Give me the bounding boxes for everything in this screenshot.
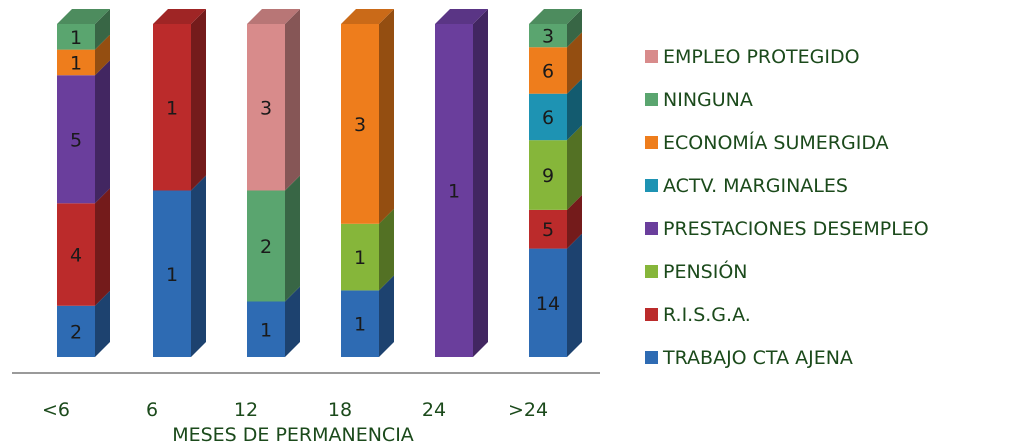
bar-segment-economia-sumergida: 6 xyxy=(529,32,582,94)
bar-segment-economia-sumergida: 3 xyxy=(341,9,394,224)
legend-item-ninguna: NINGUNA xyxy=(645,89,753,111)
data-label: 1 xyxy=(70,27,82,49)
x-tick-label: 18 xyxy=(328,399,352,421)
bar-segment-r-i-s-g-a: 1 xyxy=(153,9,206,191)
legend-item-r-i-s-g-a: R.I.S.G.A. xyxy=(645,304,751,326)
data-label: 9 xyxy=(542,165,554,187)
data-label: 3 xyxy=(542,26,554,48)
data-label: 5 xyxy=(70,129,82,151)
legend-label: ACTV. MARGINALES xyxy=(663,175,848,197)
legend-swatch xyxy=(645,50,658,63)
bar-6: 11 xyxy=(153,9,206,357)
data-label: 3 xyxy=(354,114,366,136)
legend-swatch xyxy=(645,136,658,149)
data-label: 1 xyxy=(354,314,366,336)
data-label: 1 xyxy=(166,264,178,286)
data-label: 1 xyxy=(354,247,366,269)
data-label: 4 xyxy=(70,245,82,267)
legend-label: ECONOMÍA SUMERGIDA xyxy=(663,131,889,154)
legend-label: PENSIÓN xyxy=(663,259,748,283)
data-label: 1 xyxy=(260,319,272,341)
x-tick-label: >24 xyxy=(508,399,548,421)
legend-item-pension: PENSIÓN xyxy=(645,259,748,283)
legend-item-trabajo-cta-ajena: TRABAJO CTA AJENA xyxy=(645,347,853,369)
legend-swatch xyxy=(645,93,658,106)
data-label: 2 xyxy=(260,236,272,258)
legend-item-actv-marginales: ACTV. MARGINALES xyxy=(645,175,848,197)
x-tick-label: 12 xyxy=(234,399,258,421)
legend-label: PRESTACIONES DESEMPLEO xyxy=(663,218,929,240)
legend-swatch xyxy=(645,222,658,235)
bar-lt-6: 2 4 5 1 1 xyxy=(57,9,110,357)
legend-item-economia-sumergida: ECONOMÍA SUMERGIDA xyxy=(645,131,889,154)
bar-segment-r-i-s-g-a: 4 xyxy=(57,188,110,306)
x-axis-title: MESES DE PERMANENCIA xyxy=(172,424,414,445)
bar-18: 1 1 3 xyxy=(341,9,394,357)
legend-swatch xyxy=(645,179,658,192)
legend-label: TRABAJO CTA AJENA xyxy=(662,347,853,369)
data-label: 2 xyxy=(70,321,82,343)
bar-segment-ninguna: 1 xyxy=(57,9,110,50)
data-label: 6 xyxy=(542,107,554,129)
bar-segment-prestaciones-desempleo: 1 xyxy=(435,9,488,357)
bar-segment-trabajo-cta-ajena: 1 xyxy=(247,286,300,357)
data-label: 3 xyxy=(260,97,272,119)
data-label: 1 xyxy=(448,181,460,203)
legend-swatch xyxy=(645,265,658,278)
bar-12: 1 2 3 xyxy=(247,9,300,357)
legend-item-empleo-protegido: EMPLEO PROTEGIDO xyxy=(645,46,860,68)
x-tick-label: <6 xyxy=(42,399,70,421)
data-label: 6 xyxy=(542,60,554,82)
x-tick-label: 24 xyxy=(422,399,446,421)
bar-segment-ninguna: 2 xyxy=(247,175,300,302)
legend-item-prestaciones-desempleo: PRESTACIONES DESEMPLEO xyxy=(645,218,929,240)
bar-segment-trabajo-cta-ajena: 1 xyxy=(153,175,206,357)
bar-segment-pension: 1 xyxy=(341,208,394,291)
data-label: 1 xyxy=(166,97,178,119)
bar-segment-prestaciones-desempleo: 5 xyxy=(57,60,110,204)
legend: EMPLEO PROTEGIDO NINGUNA ECONOMÍA SUMERGID… xyxy=(645,46,929,369)
legend-swatch xyxy=(645,351,658,364)
bar-segment-ninguna: 3 xyxy=(529,9,582,48)
legend-swatch xyxy=(645,308,658,321)
data-label: 5 xyxy=(542,219,554,241)
bar-segment-trabajo-cta-ajena: 1 xyxy=(341,275,394,357)
bar-24: 1 xyxy=(435,9,488,357)
legend-label: R.I.S.G.A. xyxy=(663,304,751,326)
data-label: 14 xyxy=(536,293,560,315)
bar-segment-empleo-protegido: 3 xyxy=(247,9,300,191)
bar-segment-r-i-s-g-a: 5 xyxy=(529,194,582,249)
bar-segment-economia-sumergida: 1 xyxy=(57,34,110,76)
legend-label: NINGUNA xyxy=(663,89,753,111)
bar-segment-trabajo-cta-ajena: 14 xyxy=(529,233,582,357)
data-label: 1 xyxy=(70,52,82,74)
bar-gt-24: 14 5 9 6 6 3 xyxy=(529,9,582,357)
x-tick-label: 6 xyxy=(146,399,158,421)
bar-segment-pension: 9 xyxy=(529,125,582,210)
bar-segment-trabajo-cta-ajena: 2 xyxy=(57,290,110,357)
bar-segment-actv-marginales: 6 xyxy=(529,78,582,141)
legend-label: EMPLEO PROTEGIDO xyxy=(663,46,860,68)
